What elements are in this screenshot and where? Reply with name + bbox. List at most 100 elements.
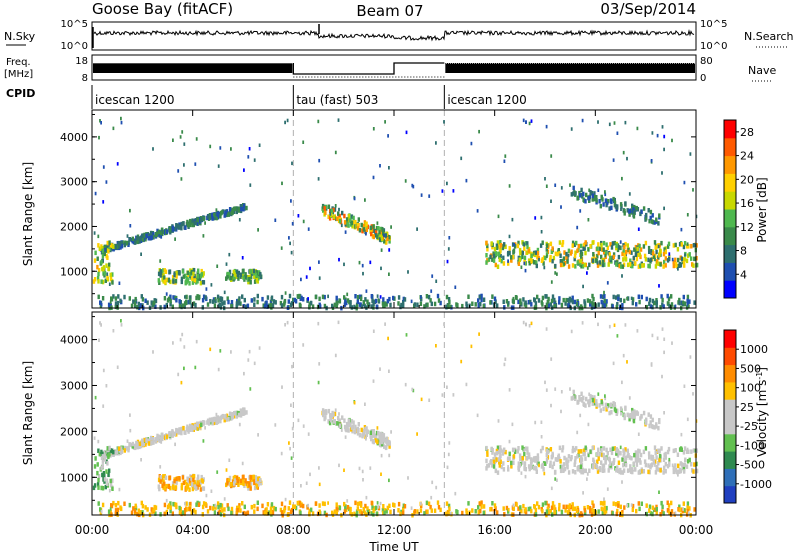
velocity-sparse-cell <box>390 430 392 434</box>
velocity-sparse-cell <box>93 436 96 440</box>
power-cell <box>234 206 237 211</box>
power-sparse-cell <box>102 165 105 169</box>
power-cell <box>537 298 541 303</box>
velocity-cell <box>238 507 241 512</box>
velocity-cell <box>439 507 442 513</box>
power-cell <box>579 262 582 267</box>
velocity-cell <box>645 511 648 517</box>
velocity-cell <box>370 511 373 516</box>
velocity-sparse-cell <box>430 495 433 500</box>
velocity-cell <box>648 508 651 513</box>
velocity-cell <box>647 451 651 456</box>
power-cell <box>101 258 104 263</box>
power-cell <box>690 256 693 261</box>
velocity-cell <box>366 509 370 515</box>
velocity-cell <box>101 502 105 508</box>
power-cell <box>548 257 552 263</box>
velocity-cell <box>253 509 256 514</box>
power-cell <box>533 298 537 303</box>
velocity-cell <box>512 506 515 511</box>
velocity-cell <box>554 457 557 462</box>
power-cell <box>423 304 426 309</box>
velocity-cell <box>683 508 686 513</box>
velocity-cell <box>647 469 650 475</box>
power-cell <box>370 294 373 299</box>
velocity-sparse-cell <box>620 412 622 416</box>
power-cell <box>605 299 608 304</box>
velocity-sparse-cell <box>661 374 663 379</box>
velocity-cell <box>517 446 520 451</box>
velocity-cell <box>641 469 644 474</box>
power-cell <box>349 303 352 308</box>
velocity-cell <box>252 474 256 480</box>
velocity-cell <box>528 466 531 472</box>
velocity-sparse-cell <box>317 321 320 326</box>
power-cell <box>157 229 161 235</box>
power-cell <box>504 244 507 249</box>
power-cell <box>610 205 613 211</box>
velocity-cell <box>338 505 342 511</box>
velocity-cell <box>533 504 537 510</box>
velocity-cell <box>169 508 172 514</box>
velocity-cell <box>485 466 488 471</box>
velocity-sparse-cell <box>214 503 217 508</box>
power-cell <box>112 244 115 249</box>
power-cell <box>259 274 262 280</box>
power-sparse-cell <box>612 158 615 162</box>
velocity-cell <box>128 442 131 447</box>
velocity-cell <box>445 501 449 506</box>
power-cell <box>253 297 256 302</box>
power-cell <box>97 279 100 284</box>
power-cell <box>651 298 655 304</box>
power-cell <box>680 256 684 261</box>
power-cell <box>362 227 366 232</box>
power-sparse-cell <box>576 225 579 230</box>
power-cell <box>217 303 220 309</box>
velocity-cell <box>680 462 684 467</box>
velocity-cell <box>624 462 628 468</box>
power-sparse-cell <box>106 272 109 276</box>
power-colorbar-label-3: 16 <box>740 197 754 210</box>
velocity-cell <box>115 450 119 455</box>
velocity-cell <box>427 501 431 506</box>
power-cell <box>360 304 363 309</box>
velocity-cell <box>185 486 188 491</box>
velocity-cell <box>224 415 227 420</box>
velocity-cell <box>114 503 118 508</box>
power-cell <box>162 268 165 273</box>
power-cell <box>173 272 176 278</box>
velocity-cell <box>562 504 565 510</box>
velocity-cell <box>383 444 386 449</box>
power-cell <box>93 277 97 282</box>
power-sparse-cell <box>129 208 131 213</box>
velocity-cell <box>516 449 520 454</box>
power-sparse-cell <box>476 209 479 213</box>
power-sparse-cell <box>318 276 321 280</box>
power-sparse-cell <box>569 183 571 187</box>
velocity-cell <box>477 505 480 510</box>
power-cell <box>131 236 134 242</box>
velocity-cell <box>128 502 131 508</box>
velocity-sparse-cell <box>216 470 219 474</box>
power-cell <box>478 295 481 300</box>
velocity-cell <box>378 434 381 440</box>
velocity-cell <box>683 462 687 468</box>
velocity-cell <box>321 501 325 506</box>
power-cell <box>518 247 522 253</box>
power-cell <box>545 243 549 248</box>
power-cell <box>600 299 603 305</box>
velocity-cell <box>536 501 539 506</box>
power-cell <box>365 224 368 229</box>
freq-unit: [MHz] <box>4 69 33 80</box>
power-cell <box>549 241 553 247</box>
velocity-cell <box>607 468 610 473</box>
power-cell <box>436 293 440 299</box>
velocity-cell <box>668 510 671 516</box>
power-sparse-cell <box>307 297 309 301</box>
velocity-sparse-cell <box>582 491 584 495</box>
velocity-cell <box>311 511 315 516</box>
power-cell <box>603 303 606 309</box>
velocity-cell <box>680 447 683 452</box>
velocity-sparse-cell <box>612 361 615 366</box>
power-sparse-cell <box>337 118 340 122</box>
